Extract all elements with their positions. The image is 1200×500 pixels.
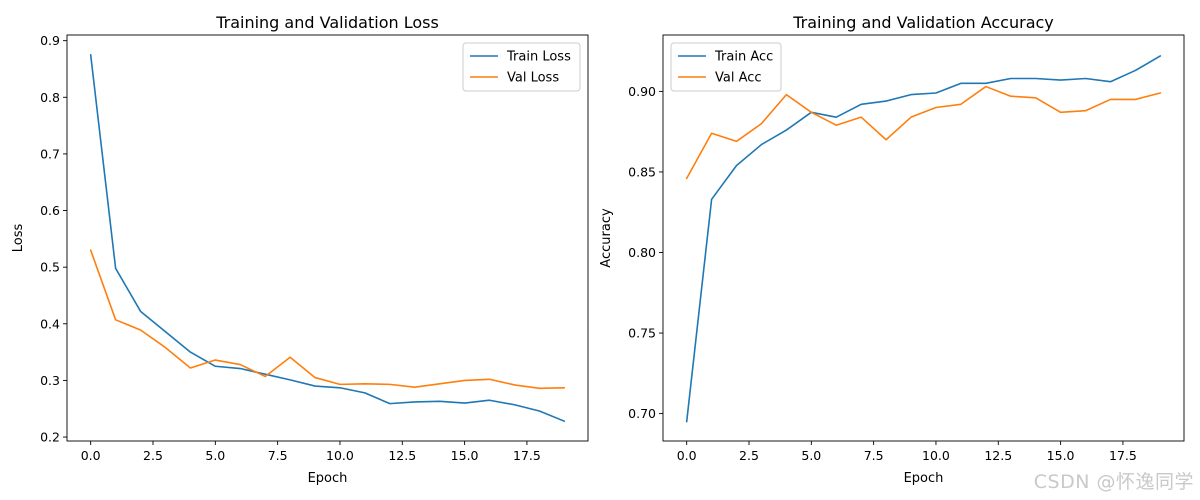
x-tick-label: 15.0 [1047, 448, 1075, 463]
y-tick-label: 0.8 [40, 90, 60, 105]
x-axis-label: Epoch [308, 471, 348, 486]
y-tick-label: 0.85 [628, 164, 656, 179]
x-tick-label: 17.5 [513, 448, 541, 463]
y-tick-label: 0.2 [40, 430, 60, 445]
legend-label: Train Loss [506, 50, 571, 65]
legend-label: Train Acc [714, 50, 773, 65]
y-tick-label: 0.70 [628, 406, 656, 421]
x-tick-label: 10.0 [922, 448, 950, 463]
y-tick-label: 0.90 [628, 84, 656, 99]
legend-box [670, 42, 782, 92]
x-tick-label: 7.5 [864, 448, 884, 463]
x-tick-label: 10.0 [326, 448, 354, 463]
series-line-val-loss [89, 249, 566, 390]
y-tick-label: 0.75 [628, 326, 656, 341]
loss-chart: Training and Validation Loss 0.0 2.5 5.0 7.5… [11, 13, 589, 486]
y-axis-label: Loss [11, 224, 26, 253]
y-tick-label: 0.9 [40, 33, 60, 48]
y-tick-label: 0.7 [40, 146, 60, 161]
chart-title: Training and Validation Loss [215, 13, 439, 32]
legend-box [462, 42, 581, 92]
accuracy-chart: Training and Validation Accuracy 0.0 2.5 5.… [599, 13, 1185, 486]
chart-title: Training and Validation Accuracy [792, 13, 1054, 32]
x-tick-label: 12.5 [984, 448, 1012, 463]
x-tick-label: 0.0 [677, 448, 697, 463]
x-tick-label: 15.0 [451, 448, 479, 463]
plot-frame [66, 34, 589, 442]
x-axis-label: Epoch [904, 471, 944, 486]
x-tick-label: 7.5 [268, 448, 288, 463]
legend: Train Acc Val Acc [670, 42, 782, 92]
x-tick-label: 17.5 [1109, 448, 1137, 463]
x-tick-label: 12.5 [388, 448, 416, 463]
legend: Train Loss Val Loss [462, 42, 581, 92]
legend-label: Val Acc [715, 71, 762, 86]
x-tick-label: 2.5 [739, 448, 759, 463]
plot-frame [662, 34, 1185, 442]
series-line-train-acc [685, 55, 1162, 423]
y-tick-label: 0.3 [40, 373, 60, 388]
series-line-train-loss [89, 54, 566, 422]
y-axis-label: Accuracy [599, 208, 614, 268]
x-tick-label: 5.0 [801, 448, 821, 463]
x-tick-label: 5.0 [205, 448, 225, 463]
y-tick-label: 0.6 [40, 203, 60, 218]
y-tick-label: 0.4 [40, 316, 60, 331]
series-line-val-acc [685, 85, 1162, 180]
x-tick-label: 2.5 [143, 448, 163, 463]
y-tick-label: 0.80 [628, 245, 656, 260]
watermark-text: CSDN @怀逸同学 [1033, 471, 1194, 493]
legend-label: Val Loss [507, 71, 559, 86]
x-tick-label: 0.0 [81, 448, 101, 463]
y-tick-label: 0.5 [40, 260, 60, 275]
